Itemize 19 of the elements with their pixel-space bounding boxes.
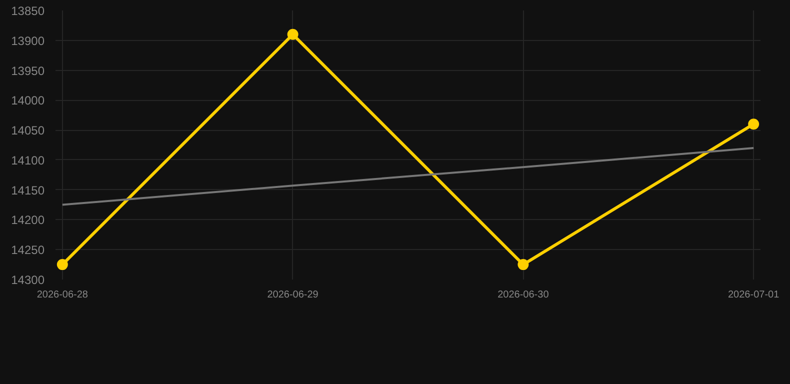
- y-tick-label: 13950: [11, 64, 45, 78]
- y-tick-label: 14000: [11, 94, 45, 108]
- point: [56, 259, 68, 270]
- x-tick-label: 2026-07-01: [728, 290, 780, 300]
- point: [518, 259, 529, 270]
- point: [748, 118, 760, 130]
- x-tick-label: 2026-06-30: [498, 290, 550, 300]
- y-tick-label: 13850: [11, 4, 45, 18]
- x-tick-label: 2026-06-29: [267, 290, 319, 300]
- point: [287, 28, 298, 40]
- x-tick-label: 2026-06-28: [36, 290, 88, 300]
- y-tick-label: 14300: [11, 273, 45, 287]
- y-tick-label: 14050: [11, 124, 45, 138]
- line-series: [61, 146, 755, 206]
- y-tick-label: 14200: [11, 213, 45, 228]
- y-tick-label: 14250: [11, 243, 45, 258]
- y-tick-label: 14150: [11, 183, 45, 198]
- y-tick-label: 14100: [11, 153, 45, 168]
- y-tick-label: 13900: [11, 34, 45, 48]
